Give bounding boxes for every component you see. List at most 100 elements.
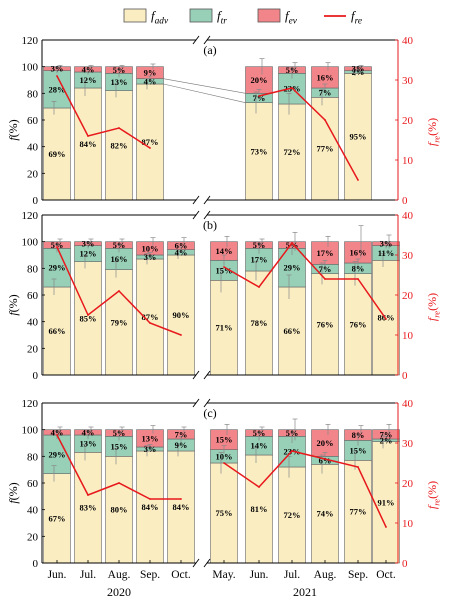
label-ev: 4% (51, 427, 64, 437)
panel-label: (b) (203, 218, 217, 232)
label-ev: 3% (352, 64, 365, 74)
label-adv: 87% (142, 312, 159, 322)
panel-label: (a) (203, 43, 216, 57)
fre-point (357, 278, 359, 280)
label-tr: 11% (378, 248, 395, 258)
left-tick-label: 100 (22, 237, 39, 249)
right-tick-label: 20 (402, 290, 414, 302)
label-adv: 77% (317, 144, 334, 154)
fre-point (258, 486, 260, 488)
bar-segment-tr (43, 434, 71, 474)
label-adv: 84% (173, 502, 190, 512)
label-tr: 3% (144, 252, 157, 262)
fre-point (87, 135, 89, 137)
fre-point (180, 498, 182, 500)
bar-stack: 66% 29% 5% (43, 238, 71, 376)
label-tr: 14% (251, 441, 268, 451)
label-ev: 20% (317, 438, 334, 448)
fre-point (56, 434, 58, 436)
fre-point (149, 498, 151, 500)
left-tick-label: 20 (27, 531, 39, 543)
fre-line-segment-1 (258, 87, 359, 181)
bar-stack: 69% 28% 3% (43, 64, 71, 201)
fre-point (258, 286, 260, 288)
bar-segment-adv (311, 97, 339, 201)
label-ev: 8% (352, 430, 365, 440)
right-axis-label: fre(%) (425, 481, 441, 509)
fre-point (56, 246, 58, 248)
legend-label-ev: fev (285, 8, 298, 27)
label-tr: 7% (319, 264, 332, 274)
left-tick-label: 0 (33, 558, 39, 570)
label-adv: 86% (378, 313, 395, 323)
axis-break-mark (192, 35, 200, 45)
label-ev: 15% (216, 435, 233, 445)
bar-stack: 90% 4%6% (167, 237, 195, 376)
label-tr: 7% (319, 88, 332, 98)
axis-break-mark (203, 370, 211, 380)
label-ev: 7% (175, 429, 188, 439)
axis-break-mark (203, 210, 211, 220)
fre-point (223, 462, 225, 464)
label-tr: 12% (80, 75, 97, 85)
label-ev: 20% (251, 75, 268, 85)
left-tick-label: 100 (22, 425, 39, 437)
bar-stack: 71% 15% 14% (210, 235, 238, 376)
bar-stack: 80% 15% 5% (105, 426, 133, 564)
label-ev: 6% (175, 241, 188, 251)
bar-stack: 73% 7% 20% (245, 58, 273, 201)
label-ev: 5% (253, 428, 266, 438)
label-adv: 81% (251, 504, 268, 514)
label-ev: 5% (51, 240, 64, 250)
right-tick-label: 0 (402, 558, 408, 570)
fre-point (291, 450, 293, 452)
label-adv: 84% (142, 502, 159, 512)
legend: fadv ftr fev fre (123, 8, 362, 27)
label-adv: 66% (284, 326, 301, 336)
panel-2: 67%29%4%83%13%4%80%15%5%84%3%13%84%9%7%7… (6, 398, 441, 570)
x-tick-label: Jun. (250, 569, 269, 581)
bar-stack: 91% 2%7% (372, 423, 400, 564)
label-tr: 28% (49, 84, 66, 94)
year-label: 2020 (107, 585, 131, 599)
x-tick-label: Jun. (48, 569, 67, 581)
right-tick-label: 40 (402, 398, 414, 410)
bar-stack: 72%23%5% (278, 62, 306, 201)
label-adv: 91% (378, 497, 395, 507)
right-tick-label: 30 (402, 438, 414, 450)
fre-line-segment-1 (223, 450, 387, 528)
fre-point (324, 278, 326, 280)
left-tick-label: 60 (27, 478, 39, 490)
fre-point (258, 95, 260, 97)
x-tick-label: Jul. (80, 569, 96, 581)
legend-label-re: fre (351, 8, 362, 27)
label-tr: 7% (253, 93, 266, 103)
label-tr: 29% (284, 263, 301, 273)
label-tr: 15% (216, 265, 233, 275)
label-tr: 8% (352, 263, 365, 273)
bar-segment-adv (43, 286, 71, 376)
axis-break-mark (203, 195, 211, 205)
label-adv: 84% (80, 139, 97, 149)
axis-break-mark (203, 558, 211, 568)
label-adv: 95% (350, 132, 367, 142)
label-tr: 15% (350, 445, 367, 455)
right-axis-label: fre(%) (425, 118, 441, 146)
panel-label: (c) (203, 406, 216, 420)
right-tick-label: 0 (402, 370, 408, 382)
x-tick-label: Aug. (108, 569, 131, 581)
fre-point (324, 119, 326, 121)
bar-stack: 84% 12%4% (74, 64, 102, 201)
left-tick-label: 100 (22, 62, 39, 74)
label-tr: 3% (144, 444, 157, 454)
fre-point (87, 314, 89, 316)
bar-stack: 85% 12%3% (74, 238, 102, 376)
bar-stack: 87% 4%9% (136, 63, 164, 201)
left-tick-label: 120 (22, 210, 39, 222)
right-tick-label: 40 (402, 210, 414, 222)
label-tr: 4% (144, 76, 157, 86)
chart-panels: 69%28%3%84%12%4%82%13%5%87%4%9%73%7%20%7… (6, 35, 441, 570)
label-tr: 2% (352, 67, 365, 77)
label-adv: 67% (49, 513, 66, 523)
label-adv: 75% (216, 508, 233, 518)
